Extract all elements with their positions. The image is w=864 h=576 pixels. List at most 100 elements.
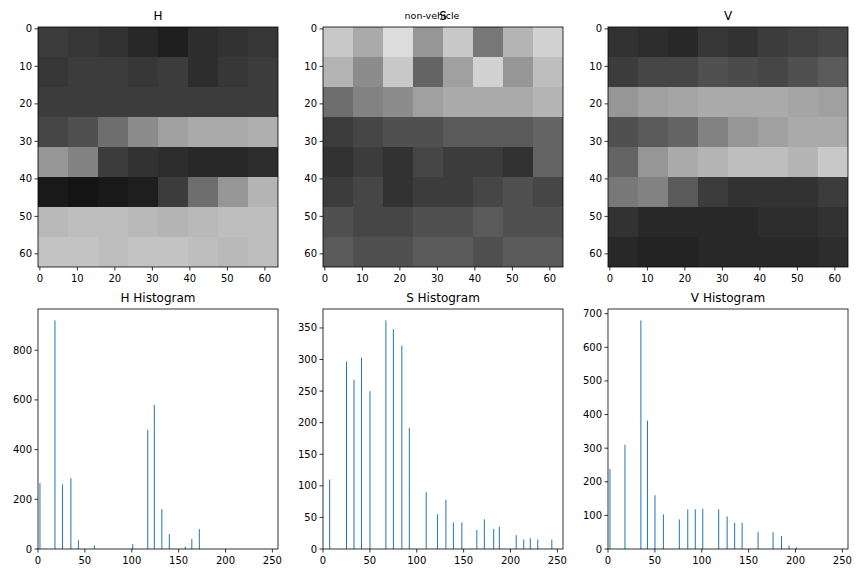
- pixel-cell: [638, 27, 669, 58]
- pixel-cell: [218, 177, 249, 208]
- pixel-cell: [413, 147, 444, 178]
- pixel-cell: [608, 207, 639, 238]
- y-tick: [320, 216, 324, 217]
- x-tick: [399, 267, 400, 271]
- y-tick: [320, 253, 324, 254]
- pixel-cell: [38, 177, 69, 208]
- pixel-cell: [128, 87, 159, 118]
- x-tick: [608, 549, 609, 553]
- y-tick-label: 40: [304, 173, 317, 184]
- pixel-cell: [383, 147, 414, 178]
- x-tick-label: 60: [259, 273, 272, 284]
- pixel-cell: [218, 147, 249, 178]
- pixel-cell: [128, 207, 159, 238]
- y-tick: [605, 141, 609, 142]
- bar: [742, 523, 743, 549]
- pixel-cell: [443, 57, 474, 88]
- y-tick: [35, 549, 39, 550]
- pixel-cell: [473, 207, 504, 238]
- pixel-cell: [98, 147, 129, 178]
- x-tick-label: 40: [184, 273, 197, 284]
- bar: [54, 320, 55, 549]
- subplot-title: H: [153, 9, 162, 23]
- pixel-cell: [158, 147, 189, 178]
- y-tick-label: 0: [26, 23, 32, 34]
- x-tick: [324, 267, 325, 271]
- pixel-cell: [413, 57, 444, 88]
- y-tick-label: 150: [298, 449, 317, 460]
- x-tick: [77, 267, 78, 271]
- bar: [169, 534, 170, 549]
- y-tick: [605, 414, 609, 415]
- y-tick-label: 20: [304, 98, 317, 109]
- pixel-cell: [818, 207, 848, 238]
- bar: [437, 514, 438, 549]
- y-tick: [605, 380, 609, 381]
- pixel-cell: [353, 237, 384, 267]
- y-tick-label: 30: [304, 136, 317, 147]
- x-tick-label: 50: [791, 273, 804, 284]
- pixel-cell: [473, 87, 504, 118]
- y-tick: [35, 141, 39, 142]
- x-tick: [39, 267, 40, 271]
- bar: [679, 519, 680, 549]
- plot-area: [609, 320, 797, 549]
- x-tick-label: 10: [356, 273, 369, 284]
- pixel-cell: [443, 177, 474, 208]
- pixel-cell: [443, 117, 474, 148]
- x-tick: [722, 267, 723, 271]
- y-tick: [605, 515, 609, 516]
- y-tick-label: 60: [589, 248, 602, 259]
- pixel-cell: [218, 57, 249, 88]
- pixel-cell: [353, 207, 384, 238]
- bar: [62, 484, 63, 549]
- pixel-cell: [323, 57, 354, 88]
- bar: [346, 361, 347, 549]
- bar: [551, 540, 552, 549]
- x-tick-label: 50: [649, 555, 662, 566]
- x-tick-label: 20: [679, 273, 692, 284]
- pixel-cell: [158, 237, 189, 267]
- pixel-cell: [383, 87, 414, 118]
- x-tick-label: 30: [431, 273, 444, 284]
- pixel-cell: [353, 177, 384, 208]
- pixel-cell: [413, 87, 444, 118]
- pixel-cell: [188, 57, 219, 88]
- x-tick: [369, 549, 370, 553]
- pixel-cell: [248, 57, 278, 88]
- x-tick: [225, 549, 226, 553]
- pixel-cell: [68, 57, 99, 88]
- pixel-cell: [158, 57, 189, 88]
- pixel-cell: [38, 87, 69, 118]
- y-tick-label: 200: [583, 476, 602, 487]
- bar: [393, 329, 394, 549]
- y-tick-label: 100: [583, 510, 602, 521]
- pixel-cell: [188, 27, 219, 58]
- x-tick-label: 30: [146, 273, 159, 284]
- y-tick: [320, 103, 324, 104]
- pixel-cell: [38, 147, 69, 178]
- pixel-cell: [68, 237, 99, 267]
- x-tick-label: 0: [35, 555, 41, 566]
- bar: [329, 480, 330, 549]
- pixel-cell: [188, 147, 219, 178]
- y-tick-label: 50: [19, 211, 32, 222]
- pixel-cell: [608, 117, 639, 148]
- pixel-cell: [503, 27, 534, 58]
- bar: [78, 540, 79, 549]
- pixel-cell: [323, 87, 354, 118]
- y-tick-label: 200: [13, 494, 32, 505]
- y-tick-label: 20: [589, 98, 602, 109]
- bar: [385, 320, 386, 549]
- pixel-cell: [758, 177, 789, 208]
- pixel-cell: [158, 207, 189, 238]
- bar: [484, 519, 485, 549]
- pixel-cell: [818, 87, 848, 118]
- pixel-cell: [38, 27, 69, 58]
- y-tick-label: 60: [304, 248, 317, 259]
- x-tick: [264, 267, 265, 271]
- x-tick: [684, 267, 685, 271]
- pixel-cell: [758, 27, 789, 58]
- x-tick: [701, 549, 702, 553]
- x-tick: [362, 267, 363, 271]
